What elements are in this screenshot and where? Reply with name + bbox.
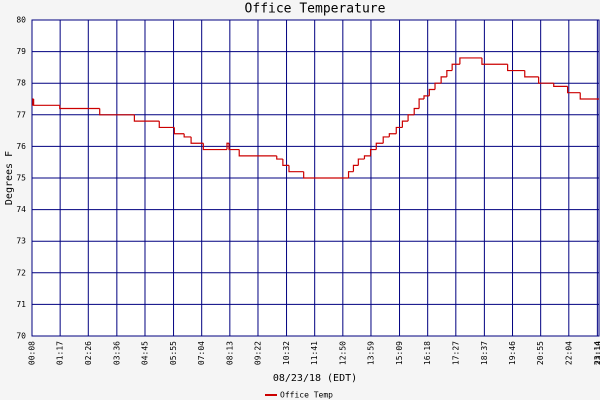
y-tick-label: 72 <box>16 268 26 277</box>
temperature-step <box>375 142 384 150</box>
x-tick-label: 07:04 <box>197 341 206 365</box>
temperature-step <box>401 120 409 128</box>
temperature-step <box>276 155 283 160</box>
temperature-step <box>288 165 304 173</box>
x-tick-label: 00:08 <box>28 341 37 365</box>
x-tick-label: 05:55 <box>169 341 178 365</box>
legend-label: Office Temp <box>280 391 333 400</box>
temperature-step <box>202 143 227 151</box>
temperature-step <box>347 171 354 178</box>
x-tick-label: 04:45 <box>140 341 149 365</box>
y-tick-label: 73 <box>16 237 26 246</box>
x-tick-label: 22:04 <box>564 341 573 365</box>
temperature-step <box>363 155 371 160</box>
x-tick-label: 02:26 <box>84 341 93 365</box>
temperature-step <box>579 92 599 100</box>
temperature-step <box>369 148 377 156</box>
temperature-step <box>357 158 365 166</box>
x-tick-label: 10:32 <box>282 341 291 365</box>
x-tick-label: 13:59 <box>366 341 375 365</box>
temperature-step <box>183 133 192 138</box>
y-tick-label: 80 <box>16 16 26 25</box>
temperature-step <box>566 86 581 94</box>
chart-title: Office Temperature <box>245 2 386 17</box>
temperature-step <box>33 99 60 106</box>
temperature-step <box>446 69 453 77</box>
temperature-step <box>238 149 277 157</box>
temperature-step <box>507 64 525 72</box>
temperature-step <box>99 108 135 116</box>
x-tick-label: 15:09 <box>395 341 404 365</box>
y-tick-label: 78 <box>16 79 26 88</box>
temperature-step <box>423 95 430 99</box>
y-tick-label: 71 <box>16 300 26 309</box>
temperature-step <box>352 164 359 172</box>
temperature-step <box>553 83 568 87</box>
x-axis-label: 08/23/18 (EDT) <box>273 373 357 384</box>
x-tick-label: 08:13 <box>225 341 234 365</box>
temperature-step <box>158 121 175 129</box>
x-tick-label: 16:18 <box>423 341 432 365</box>
temperature-step <box>395 126 403 134</box>
x-tick-label: 09:22 <box>253 341 262 365</box>
x-tick-label: 19:46 <box>508 341 517 365</box>
temperature-step <box>418 98 425 109</box>
temperature-step <box>282 159 289 166</box>
plot-frame <box>31 19 600 337</box>
x-tick-label: 03:36 <box>112 341 121 365</box>
temperature-step <box>538 76 554 84</box>
y-tick-label: 79 <box>16 47 26 56</box>
temperature-step <box>226 142 230 150</box>
x-tick-label: 01:17 <box>56 341 65 365</box>
x-tick-label: 23:14 <box>593 341 600 365</box>
temperature-step <box>459 57 482 65</box>
temperature-step <box>173 127 185 135</box>
temperature-step <box>451 63 460 71</box>
y-axis-label: Degrees F <box>4 151 15 205</box>
temperature-step <box>481 57 508 65</box>
temperature-step <box>382 136 390 144</box>
temperature-step <box>388 133 397 137</box>
temperature-step <box>428 88 436 96</box>
x-tick-label: 23:18 <box>595 341 600 365</box>
y-tick-label: 74 <box>16 205 26 214</box>
temperature-step <box>440 76 447 84</box>
y-tick-label: 76 <box>16 142 26 151</box>
y-tick-label: 70 <box>16 332 26 341</box>
x-tick-label: 12:50 <box>338 341 347 365</box>
x-tick-label: 11:41 <box>310 341 319 365</box>
x-tick-label: 17:27 <box>451 341 460 365</box>
y-tick-label: 77 <box>16 110 26 119</box>
temperature-step <box>524 70 539 78</box>
temperature-step <box>413 107 420 115</box>
y-tick-label: 75 <box>16 174 26 183</box>
temperature-step <box>228 143 240 151</box>
temperature-step <box>59 105 100 110</box>
temperature-step <box>133 114 160 122</box>
x-tick-label: 18:37 <box>480 341 489 365</box>
x-tick-label: 20:55 <box>536 341 545 365</box>
temperature-step <box>434 82 442 90</box>
temperature-step <box>407 114 415 122</box>
temperature-step <box>303 171 349 179</box>
temperature-step <box>190 136 204 144</box>
